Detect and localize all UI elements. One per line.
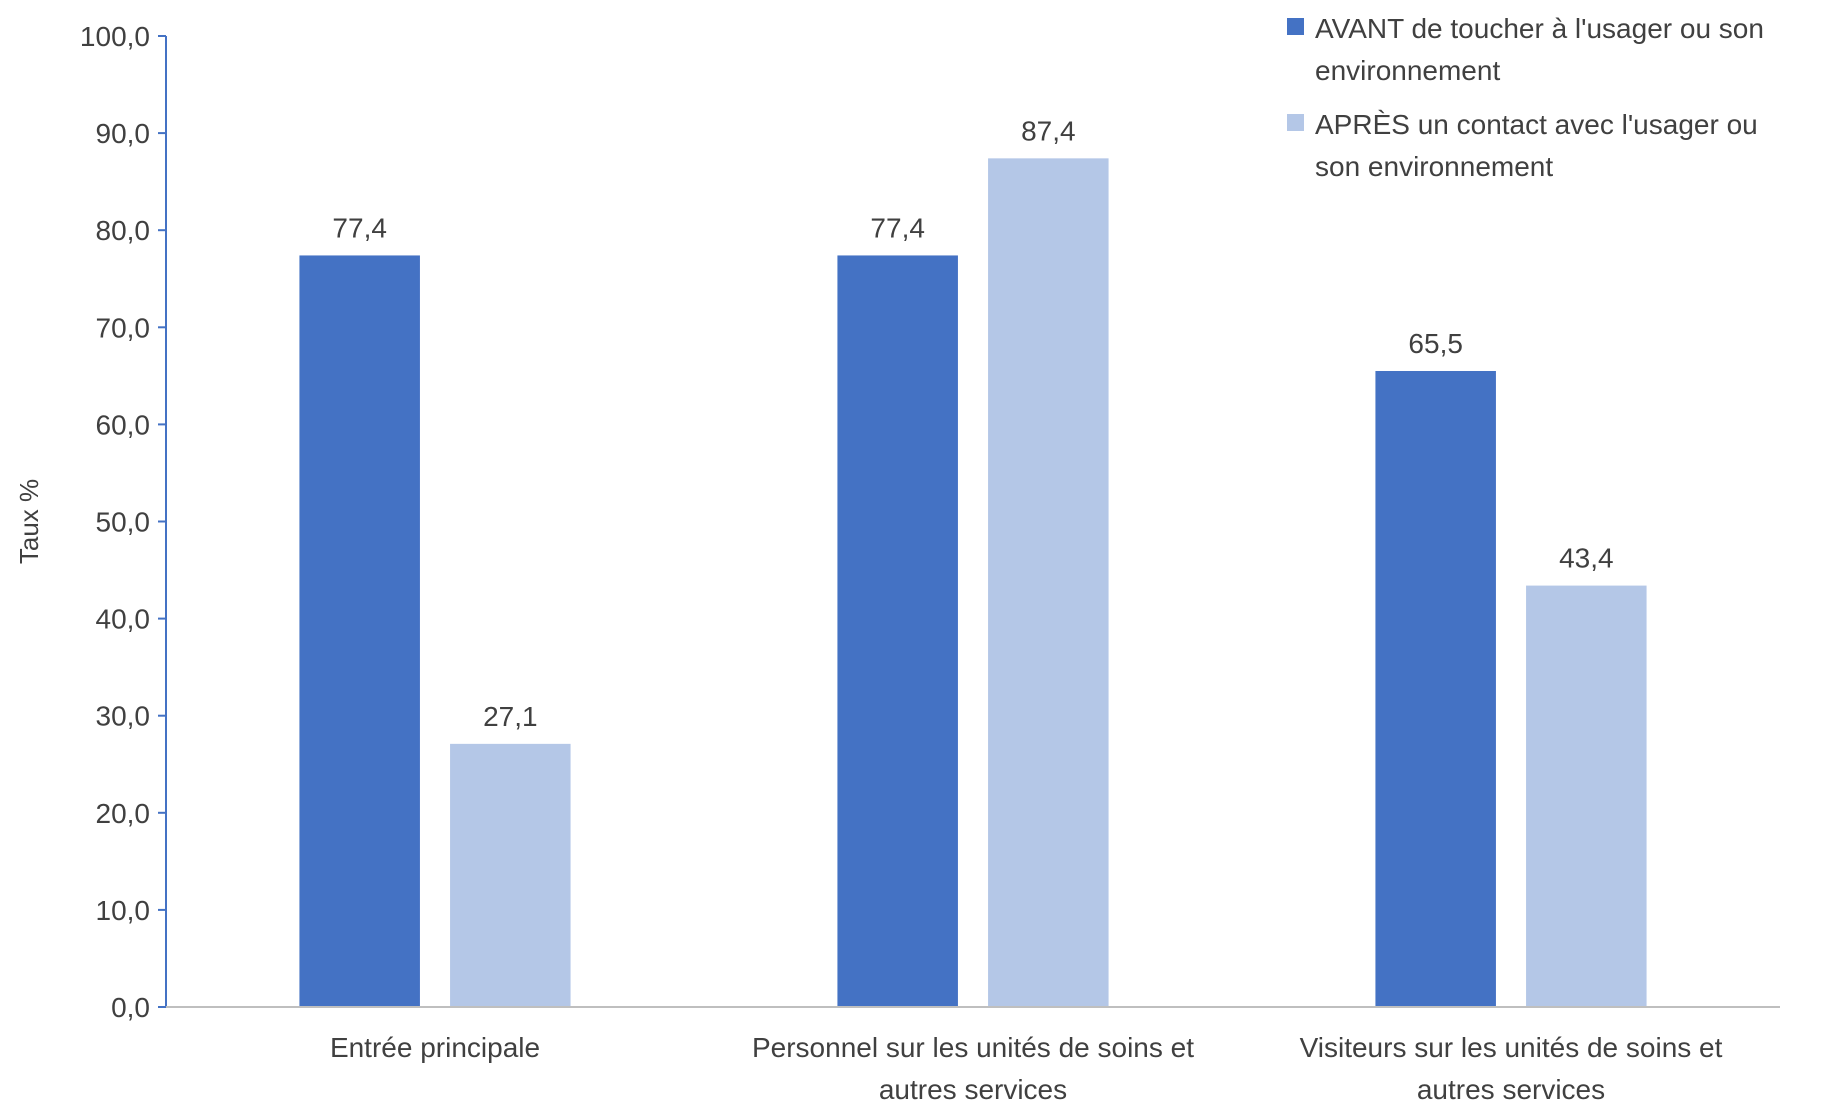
bar (450, 743, 571, 1007)
data-labels: 77,4 27,1 77,4 87,4 65,5 43,4 (332, 115, 1613, 732)
legend-entry: AVANT de toucher à l'usager ou son enviro… (1315, 13, 1764, 86)
bars (299, 158, 1647, 1008)
bar (988, 158, 1109, 1007)
y-tick-label: 70,0 (96, 312, 151, 343)
data-label: 43,4 (1559, 543, 1614, 574)
y-axis-ticks: 0,0 10,0 20,0 30,0 40,0 50,0 60,0 70,0 80,0 90,0 1… (80, 21, 166, 1023)
bar (837, 255, 958, 1008)
legend-entry: APRÈS un contact avec l'usager ou son env… (1315, 109, 1758, 182)
data-label: 77,4 (332, 212, 387, 243)
data-label: 77,4 (870, 212, 925, 243)
x-category-label: Visiteurs sur les unités de soins et autr… (1300, 1032, 1723, 1105)
y-tick-label: 60,0 (96, 409, 151, 440)
y-tick-label: 80,0 (96, 215, 151, 246)
bar (1375, 370, 1496, 1007)
y-tick-label: 30,0 (96, 701, 151, 732)
x-axis-category-labels: Entrée principale Personnel sur les unité… (330, 1032, 1723, 1105)
y-tick-label: 10,0 (96, 895, 151, 926)
y-axis-title: Taux % (14, 479, 44, 564)
data-label: 27,1 (483, 701, 538, 732)
bar (1526, 585, 1647, 1007)
data-label: 65,5 (1408, 328, 1463, 359)
x-category-label: Personnel sur les unités de soins et autr… (752, 1032, 1194, 1105)
y-tick-label: 40,0 (96, 604, 151, 635)
x-category-label: Entrée principale (330, 1032, 540, 1063)
y-tick-label: 100,0 (80, 21, 150, 52)
y-tick-label: 20,0 (96, 798, 151, 829)
legend-swatch (1287, 114, 1304, 131)
legend-swatch (1287, 18, 1304, 35)
legend: AVANT de toucher à l'usager ou son enviro… (1287, 13, 1764, 182)
y-tick-label: 90,0 (96, 118, 151, 149)
y-tick-label: 50,0 (96, 507, 151, 538)
bar (299, 255, 420, 1008)
y-tick-label: 0,0 (111, 992, 150, 1023)
data-label: 87,4 (1021, 115, 1076, 146)
